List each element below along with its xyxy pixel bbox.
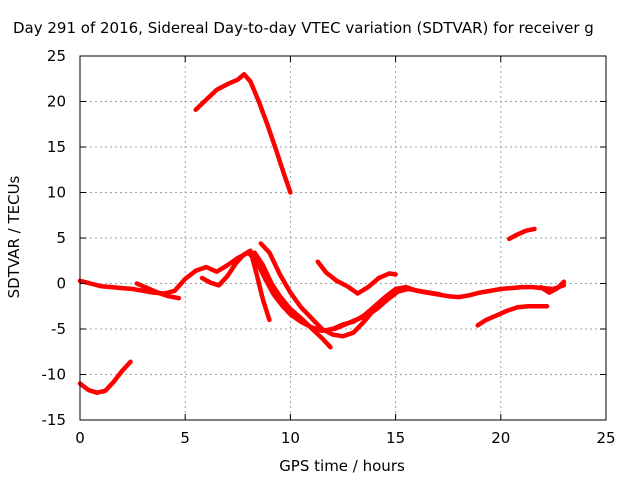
series-line-track-11 <box>475 304 550 328</box>
series-line-track-10 <box>506 226 537 242</box>
series-line-track-12 <box>538 279 567 295</box>
series-line-track-4 <box>134 281 182 301</box>
series-line-track-8 <box>315 259 398 296</box>
chart-title: Day 291 of 2016, Sidereal Day-to-day VTE… <box>13 19 594 37</box>
series-line-track-6 <box>252 250 333 350</box>
y-tick-label: 0 <box>56 275 66 293</box>
y-tick-label: 25 <box>47 47 66 65</box>
data-series <box>77 71 567 395</box>
y-tick-label: 15 <box>47 138 66 156</box>
series-line-track-2 <box>193 71 293 195</box>
series-line-track-5 <box>199 248 272 323</box>
y-axis-label: SDTVAR / TECUs <box>5 175 23 298</box>
x-tick-label: 25 <box>596 429 615 447</box>
y-tick-label: 20 <box>47 93 66 111</box>
x-axis-label: GPS time / hours <box>279 457 405 475</box>
y-tick-label: 10 <box>47 184 66 202</box>
x-tick-label: 5 <box>180 429 190 447</box>
x-tick-label: 0 <box>75 429 85 447</box>
y-tick-label: -5 <box>51 320 66 338</box>
x-tick-label: 15 <box>386 429 405 447</box>
y-tick-label: 5 <box>56 229 66 247</box>
y-tick-label: -15 <box>42 411 67 429</box>
series-line-track-7 <box>258 241 377 339</box>
series-line-track-9 <box>332 286 443 332</box>
x-tick-label: 10 <box>281 429 300 447</box>
x-tick-label: 20 <box>491 429 510 447</box>
tick-labels: 0 5 10 15 20 25 -15 -10 -5 0 5 10 15 20 25 <box>42 47 616 447</box>
axis-ticks <box>79 55 607 421</box>
y-tick-label: -10 <box>42 366 67 384</box>
series-line-track-1 <box>77 359 133 395</box>
grid <box>80 56 606 420</box>
